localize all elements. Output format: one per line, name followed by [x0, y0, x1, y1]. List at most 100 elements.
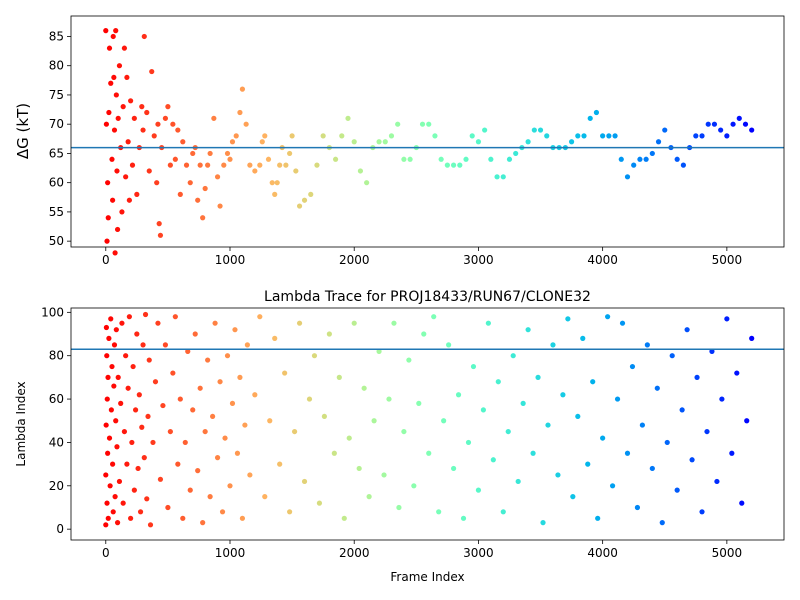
lambda-data-point — [490, 457, 496, 463]
dg-data-point — [233, 133, 239, 139]
lambda-data-point — [371, 418, 377, 424]
lambda-data-point — [121, 428, 128, 435]
dg-data-point — [301, 197, 308, 203]
dg-y-tick-label: 70 — [49, 117, 64, 131]
dg-data-point — [711, 121, 718, 127]
dg-data-point — [332, 156, 339, 162]
dg-y-tick-label: 60 — [49, 176, 64, 190]
dg-data-point — [149, 68, 155, 75]
dg-data-point — [525, 139, 531, 145]
dg-data-point — [183, 162, 190, 168]
lambda-data-point — [239, 515, 246, 521]
dg-data-point — [500, 174, 506, 180]
lambda-data-point — [123, 353, 129, 359]
dg-data-point — [444, 162, 450, 168]
dg-data-point — [119, 209, 125, 215]
dg-data-point — [200, 215, 206, 221]
dg-data-point — [227, 156, 233, 162]
lambda-data-point — [167, 428, 173, 435]
lambda-data-point — [555, 472, 561, 478]
lambda-data-point — [128, 515, 134, 521]
lambda-y-tick-label: 40 — [49, 435, 64, 449]
lambda-data-point — [277, 461, 283, 467]
lambda-data-point — [545, 422, 551, 428]
lambda-data-point — [366, 494, 372, 500]
lambda-data-point — [724, 316, 730, 322]
lambda-data-point — [197, 385, 203, 391]
lambda-data-point — [110, 509, 116, 515]
lambda-data-point — [321, 413, 327, 420]
lambda-data-point — [212, 320, 218, 326]
dg-data-point — [129, 162, 136, 168]
dg-data-point — [475, 139, 482, 145]
lambda-data-point — [500, 509, 506, 515]
dg-x-tick-label: 5000 — [712, 253, 743, 267]
dg-data-point — [157, 232, 164, 238]
lambda-data-point — [152, 379, 159, 385]
dg-data-point — [144, 109, 150, 116]
lambda-data-point — [326, 331, 332, 337]
lambda-data-point — [605, 314, 611, 320]
lambda-data-point — [214, 455, 221, 461]
lambda-data-point — [480, 407, 486, 413]
lambda-data-point — [296, 320, 303, 326]
dg-data-point — [165, 104, 171, 110]
lambda-data-point — [192, 331, 198, 337]
lambda-data-point — [109, 363, 115, 370]
dg-data-point — [126, 197, 132, 203]
dg-x-tick-label: 0 — [102, 253, 110, 267]
lambda-y-ticks: 0 20 40 60 80 100 — [41, 305, 71, 536]
lambda-data-point — [132, 407, 139, 413]
lambda-data-point — [144, 496, 150, 502]
dg-data-point — [217, 203, 223, 209]
lambda-x-tick-label: 4000 — [587, 546, 618, 560]
lambda-data-point — [406, 357, 412, 363]
dg-data-point — [724, 133, 730, 139]
dg-data-point — [106, 109, 112, 116]
dg-x-tick-label: 3000 — [463, 253, 494, 267]
dg-data-point — [649, 150, 655, 157]
lambda-data-point — [336, 374, 342, 380]
dg-data-point — [172, 156, 178, 162]
dg-data-point — [606, 133, 612, 139]
lambda-data-point — [306, 396, 313, 402]
dg-data-point — [114, 226, 121, 233]
dg-points — [103, 28, 755, 256]
dg-x-ticks: 0 1000 2000 3000 4000 5000 — [102, 247, 742, 267]
lambda-data-point — [639, 422, 645, 428]
dg-data-point — [259, 139, 265, 145]
lambda-data-point — [135, 465, 141, 472]
dg-data-point — [438, 156, 444, 162]
lambda-data-point — [272, 335, 278, 341]
dg-data-point — [120, 104, 126, 110]
lambda-data-point — [744, 418, 750, 424]
lambda-data-point — [195, 468, 201, 474]
dg-data-point — [114, 168, 120, 174]
lambda-data-point — [570, 494, 576, 500]
dg-data-point — [407, 156, 413, 162]
lambda-data-point — [749, 335, 755, 341]
lambda-data-point — [515, 478, 521, 485]
lambda-data-point — [316, 500, 323, 506]
dg-data-point — [104, 238, 110, 244]
dg-y-ticks: 50 55 60 65 70 75 80 85 — [49, 29, 71, 248]
dg-x-tick-label: 1000 — [215, 253, 246, 267]
lambda-data-point — [114, 444, 120, 450]
dg-data-point — [274, 180, 280, 186]
lambda-data-point — [190, 407, 196, 413]
dg-data-point — [269, 180, 275, 186]
dg-data-point — [581, 133, 587, 139]
lambda-data-point — [140, 342, 146, 348]
dg-data-point — [128, 98, 134, 104]
dg-data-point — [506, 156, 513, 162]
lambda-data-point — [719, 396, 725, 402]
lambda-data-point — [619, 320, 626, 326]
dg-data-point — [736, 115, 742, 121]
lambda-y-tick-label: 60 — [49, 392, 64, 406]
lambda-data-point — [629, 363, 636, 370]
dg-data-point — [287, 150, 293, 157]
lambda-data-point — [291, 428, 298, 435]
lambda-data-point — [649, 465, 655, 472]
dg-data-point — [618, 156, 624, 162]
dg-data-point — [229, 139, 236, 145]
